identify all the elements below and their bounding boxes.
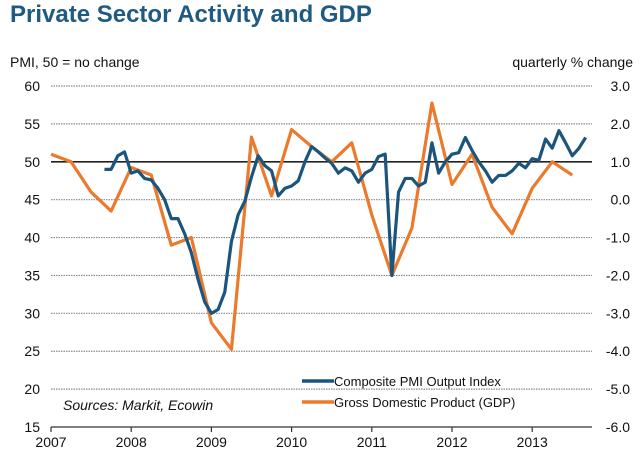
right-tick-label: -4.0	[606, 343, 630, 359]
left-tick-label: 55	[24, 116, 40, 132]
gridlines	[51, 85, 592, 390]
right-tick-label: -3.0	[606, 305, 630, 321]
left-tick-label: 35	[24, 267, 40, 283]
x-tick-label: 2011	[357, 434, 387, 450]
chart-title: Private Sector Activity and GDP	[10, 1, 372, 28]
x-tick-label: 2008	[116, 434, 147, 450]
right-axis-label: quarterly % change	[512, 54, 633, 70]
right-tick-label: 0.0	[611, 192, 631, 208]
left-tick-label: 60	[24, 78, 40, 94]
left-tick-label: 45	[24, 192, 40, 208]
x-tick-label: 2010	[276, 434, 307, 450]
left-tick-label: 15	[24, 419, 40, 435]
legend: Composite PMI Output Index Gross Domesti…	[302, 374, 515, 410]
right-tick-label: 1.0	[611, 154, 631, 170]
left-axis-label: PMI, 50 = no change	[10, 54, 140, 70]
x-tick-label: 2007	[35, 434, 66, 450]
x-tick-label: 2012	[436, 434, 467, 450]
left-tick-label: 20	[24, 381, 40, 397]
x-tick-label: 2009	[196, 434, 227, 450]
axes: 60 55 50 45 40 35 30 25 20 15 3.0 2.0 1.0 0.0 -1.0 -2.0…	[24, 78, 630, 450]
right-tick-label: 3.0	[611, 78, 631, 94]
left-tick-label: 50	[24, 154, 40, 170]
right-tick-label: -5.0	[606, 381, 630, 397]
left-tick-label: 30	[24, 305, 40, 321]
pmi-line	[104, 129, 588, 315]
x-tick-label: 2013	[517, 434, 548, 450]
right-tick-label: 2.0	[611, 116, 631, 132]
gdp-line	[50, 101, 574, 351]
right-tick-label: -2.0	[606, 267, 630, 283]
legend-label-pmi: Composite PMI Output Index	[334, 374, 501, 389]
right-tick-label: -1.0	[606, 230, 630, 246]
source-note: Sources: Markit, Ecowin	[63, 397, 213, 413]
left-tick-label: 25	[24, 343, 40, 359]
left-tick-label: 40	[24, 230, 40, 246]
right-tick-label: -6.0	[606, 419, 630, 435]
series-lines	[50, 101, 588, 351]
legend-label-gdp: Gross Domestic Product (GDP)	[334, 395, 515, 410]
